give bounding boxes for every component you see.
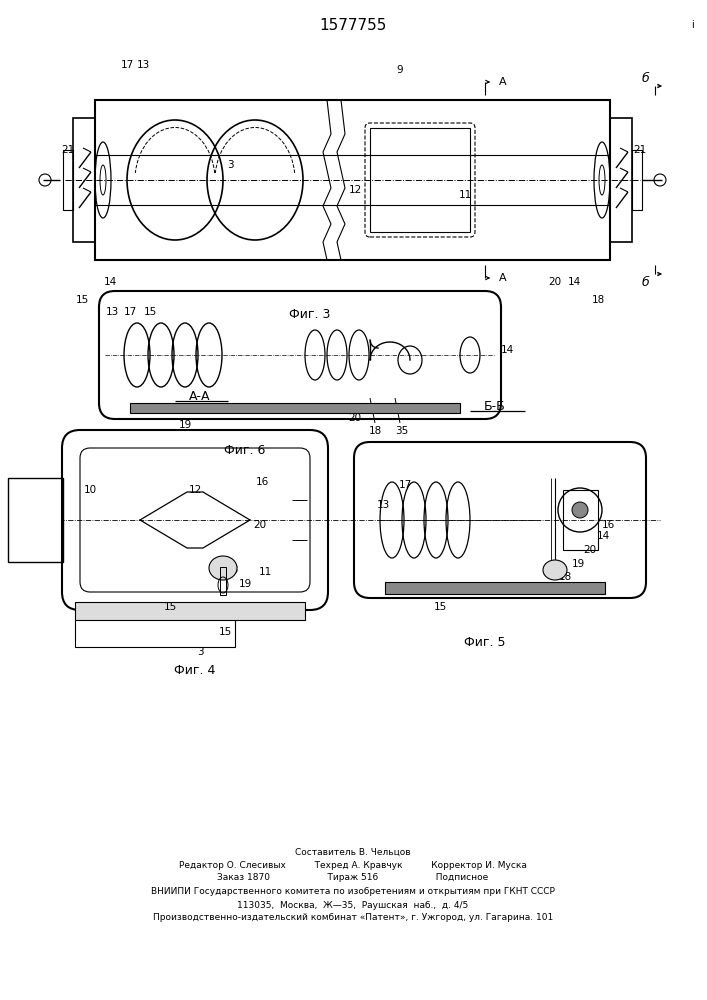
Bar [8,478,63,562]
Text: Б-Б: Б-Б [484,399,506,412]
Text: 20: 20 [549,277,561,287]
Text: Фиг. 6: Фиг. 6 [224,444,266,458]
Text: 13: 13 [136,60,150,70]
Text: 19: 19 [178,420,192,430]
Text: Заказ 1870                    Тираж 516                    Подписное: Заказ 1870 Тираж 516 Подписное [217,874,489,882]
Text: 12: 12 [349,185,361,195]
Text: 19: 19 [571,559,585,569]
Ellipse shape [543,560,567,580]
Text: ВНИИПИ Государственного комитета по изобретениям и открытиям при ГКНТ СССР: ВНИИПИ Государственного комитета по изоб… [151,888,555,896]
Text: 14: 14 [103,277,117,287]
Text: А: А [499,77,507,87]
Text: 14: 14 [501,345,513,355]
Bar [370,128,470,232]
Ellipse shape [572,502,588,518]
Text: 16: 16 [602,520,614,530]
Text: б: б [641,275,649,288]
Text: 19: 19 [238,579,252,589]
Bar [73,118,95,242]
Ellipse shape [209,556,237,580]
Bar [563,490,598,550]
Text: 11: 11 [258,567,271,577]
Text: А-А: А-А [189,389,211,402]
Text: 3: 3 [197,647,204,657]
Text: 18: 18 [226,565,239,575]
Text: 17: 17 [120,60,134,70]
Text: 12: 12 [188,485,201,495]
Text: 13: 13 [376,500,390,510]
Text: 9: 9 [397,65,403,75]
Text: Производственно-издательский комбинат «Патент», г. Ужгород, ул. Гагарина. 101: Производственно-издательский комбинат «П… [153,914,553,922]
Text: 18: 18 [591,295,604,305]
Text: 14: 14 [568,277,580,287]
Text: 20: 20 [583,545,597,555]
Text: 14: 14 [597,531,609,541]
Text: 15: 15 [218,627,232,637]
Bar [632,150,642,210]
Text: 10: 10 [83,485,97,495]
Text: 15: 15 [76,295,88,305]
Text: А: А [499,273,507,283]
Bar [610,118,632,242]
Text: Фиг. 5: Фиг. 5 [464,636,506,648]
Text: i: i [691,20,694,30]
Bar [95,100,610,260]
Text: 21: 21 [62,145,75,155]
Text: б: б [641,72,649,85]
Text: 16: 16 [255,477,269,487]
Text: Фиг. 4: Фиг. 4 [175,664,216,676]
Bar [63,150,73,210]
Text: 17: 17 [124,307,136,317]
Text: 13: 13 [105,307,119,317]
Text: 15: 15 [433,602,447,612]
Text: 15: 15 [144,307,157,317]
Text: Редактор О. Слесивых          Техред А. Кравчук          Корректор И. Муска: Редактор О. Слесивых Техред А. Кравчук К… [179,860,527,869]
Text: 18: 18 [368,426,382,436]
Text: 20: 20 [253,520,267,530]
Text: Фиг. 3: Фиг. 3 [289,308,331,322]
Bar [75,602,305,620]
Text: 11: 11 [458,190,472,200]
Text: 1577755: 1577755 [320,17,387,32]
Text: 17: 17 [398,480,411,490]
Text: Составитель В. Чельцов: Составитель В. Чельцов [296,848,411,856]
Bar [385,582,605,594]
Text: 35: 35 [395,426,409,436]
Bar [75,619,235,647]
Text: 113035,  Москва,  Ж—35,  Раушская  наб.,  д. 4/5: 113035, Москва, Ж—35, Раушская наб., д. … [238,900,469,910]
Bar [130,403,460,413]
Text: 15: 15 [163,602,177,612]
Text: 21: 21 [633,145,647,155]
Text: 20: 20 [349,413,361,423]
Bar [220,567,226,595]
Text: 18: 18 [559,572,572,582]
Text: 3: 3 [227,160,233,170]
